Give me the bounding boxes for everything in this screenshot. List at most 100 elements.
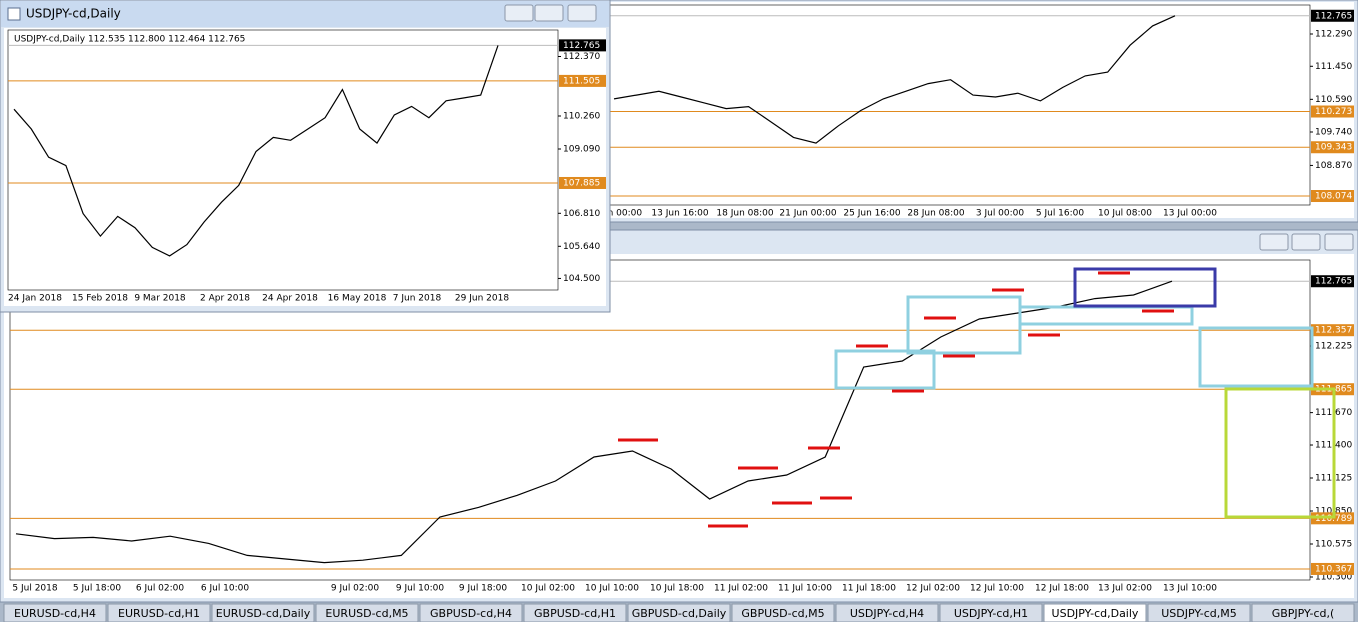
level-label-bg xyxy=(559,176,606,189)
y-tick-label: 112.290 xyxy=(1315,30,1352,40)
x-tick-label: 9 Mar 2018 xyxy=(134,294,186,304)
current-label: 112.765 xyxy=(563,41,600,51)
level-label-bg xyxy=(1311,105,1354,118)
x-tick-label: 5 Jul 2018 xyxy=(12,584,57,594)
x-tick-label: 24 Apr 2018 xyxy=(262,294,318,304)
x-tick-label: 6 Jul 10:00 xyxy=(201,584,250,594)
x-tick-label: 10 Jul 08:00 xyxy=(1098,209,1152,219)
chart-area xyxy=(4,28,606,306)
tab-label[interactable]: GBPUSD-cd,M5 xyxy=(741,607,824,620)
tab-label[interactable]: GBPJPY-cd,( xyxy=(1272,607,1335,620)
level-label: 112.357 xyxy=(1315,326,1352,336)
x-tick-label: 11 Jul 10:00 xyxy=(778,584,832,594)
x-tick-label: 11 Jul 02:00 xyxy=(714,584,768,594)
price-line xyxy=(15,280,1173,564)
y-tick-label: 111.450 xyxy=(1315,62,1352,72)
x-tick-label: 12 Jul 10:00 xyxy=(970,584,1024,594)
x-tick-label: 15 Feb 2018 xyxy=(72,294,128,304)
tab-label[interactable]: EURUSD-cd,H4 xyxy=(14,607,96,620)
tab-label[interactable]: EURUSD-cd,H1 xyxy=(118,607,200,620)
x-tick-label: 13 Jul 10:00 xyxy=(1163,584,1217,594)
x-tick-label: un 00:00 xyxy=(602,209,642,219)
tab-label[interactable]: EURUSD-cd,Daily xyxy=(216,607,311,620)
x-tick-label: 18 Jun 08:00 xyxy=(716,209,773,219)
plot-border xyxy=(9,259,1311,581)
price-line xyxy=(13,45,499,257)
y-tick-label: 112.225 xyxy=(1315,342,1352,352)
level-label: 110.273 xyxy=(1315,107,1352,117)
level-label: 110.367 xyxy=(1315,564,1352,574)
x-tick-label: 2 Apr 2018 xyxy=(200,294,250,304)
level-label: 108.074 xyxy=(1315,192,1352,202)
level-label: 111.505 xyxy=(563,76,600,86)
annotation-box xyxy=(1224,387,1336,519)
x-tick-label: 3 Jul 00:00 xyxy=(976,209,1025,219)
x-tick-label: 9 Jul 02:00 xyxy=(331,584,380,594)
x-tick-label: 12 Jul 18:00 xyxy=(1035,584,1089,594)
window-button[interactable] xyxy=(1291,233,1321,251)
y-tick-label: 105.640 xyxy=(563,242,600,252)
x-tick-label: 13 Jun 16:00 xyxy=(651,209,708,219)
tab-label[interactable]: GBPUSD-cd,H4 xyxy=(430,607,512,620)
x-tick-label: 11 Jul 18:00 xyxy=(842,584,896,594)
y-tick-label: 112.370 xyxy=(563,52,600,62)
x-tick-label: 28 Jun 08:00 xyxy=(907,209,964,219)
annotation-box xyxy=(1073,267,1217,308)
tab-label[interactable]: USDJPY-cd,Daily xyxy=(1052,607,1139,620)
x-tick-label: 5 Jul 16:00 xyxy=(1036,209,1085,219)
tab-label[interactable]: GBPUSD-cd,H1 xyxy=(534,607,616,620)
x-tick-label: 10 Jul 18:00 xyxy=(650,584,704,594)
level-label-bg xyxy=(1311,324,1354,337)
window-button[interactable] xyxy=(1324,233,1354,251)
x-tick-label: 5 Jul 18:00 xyxy=(73,584,122,594)
current-label-bg xyxy=(1311,275,1354,288)
y-tick-label: 110.575 xyxy=(1315,540,1352,550)
y-tick-label: 109.740 xyxy=(1315,127,1352,137)
y-tick-label: 106.810 xyxy=(563,209,600,219)
window-button[interactable] xyxy=(534,4,564,22)
x-tick-label: 16 May 2018 xyxy=(328,294,387,304)
level-label-bg xyxy=(1311,562,1354,575)
price-line xyxy=(613,15,1176,144)
chart-area xyxy=(609,2,1354,218)
y-tick-label: 110.300 xyxy=(1315,573,1352,583)
annotation-box xyxy=(834,349,936,390)
level-label: 109.343 xyxy=(1315,143,1352,153)
tab-label[interactable]: EURUSD-cd,M5 xyxy=(325,607,408,620)
y-tick-label: 110.260 xyxy=(563,112,600,122)
x-tick-label: 25 Jun 16:00 xyxy=(843,209,900,219)
tab-label[interactable]: USDJPY-cd,M5 xyxy=(1161,607,1237,620)
level-label-bg xyxy=(559,74,606,87)
x-tick-label: 21 Jun 00:00 xyxy=(779,209,836,219)
x-tick-label: 13 Jul 02:00 xyxy=(1098,584,1152,594)
x-tick-label: 29 Jun 2018 xyxy=(455,294,509,304)
y-tick-label: 108.870 xyxy=(1315,161,1352,171)
x-tick-label: 7 Jun 2018 xyxy=(393,294,442,304)
window-button[interactable] xyxy=(567,4,597,22)
tab-label[interactable]: GBPUSD-cd,Daily xyxy=(632,607,727,620)
chart-header: USDJPY-cd,Daily 112.535 112.800 112.464 … xyxy=(14,35,245,45)
window-title: USDJPY-cd,Daily xyxy=(26,7,121,21)
current-label-bg xyxy=(559,39,606,52)
window-button[interactable] xyxy=(504,4,534,22)
current-label-bg xyxy=(1311,9,1354,22)
level-label: 107.885 xyxy=(563,178,600,188)
current-label: 112.765 xyxy=(1315,277,1352,287)
level-label-bg xyxy=(1311,190,1354,203)
current-label: 112.765 xyxy=(1315,11,1352,21)
window-icon xyxy=(7,7,21,21)
window-button[interactable] xyxy=(1259,233,1289,251)
level-label-bg xyxy=(1311,141,1354,154)
x-tick-label: 24 Jan 2018 xyxy=(8,294,62,304)
x-tick-label: 12 Jul 02:00 xyxy=(906,584,960,594)
annotation-box xyxy=(1198,326,1314,388)
level-label: 110.789 xyxy=(1315,514,1352,524)
y-tick-label: 109.090 xyxy=(563,145,600,155)
x-tick-label: 10 Jul 02:00 xyxy=(521,584,575,594)
x-tick-label: 9 Jul 18:00 xyxy=(459,584,508,594)
plot-border xyxy=(7,29,559,291)
x-tick-label: 13 Jul 00:00 xyxy=(1163,209,1217,219)
tab-label[interactable]: USDJPY-cd,H1 xyxy=(954,607,1028,620)
tab-label[interactable]: USDJPY-cd,H4 xyxy=(850,607,924,620)
